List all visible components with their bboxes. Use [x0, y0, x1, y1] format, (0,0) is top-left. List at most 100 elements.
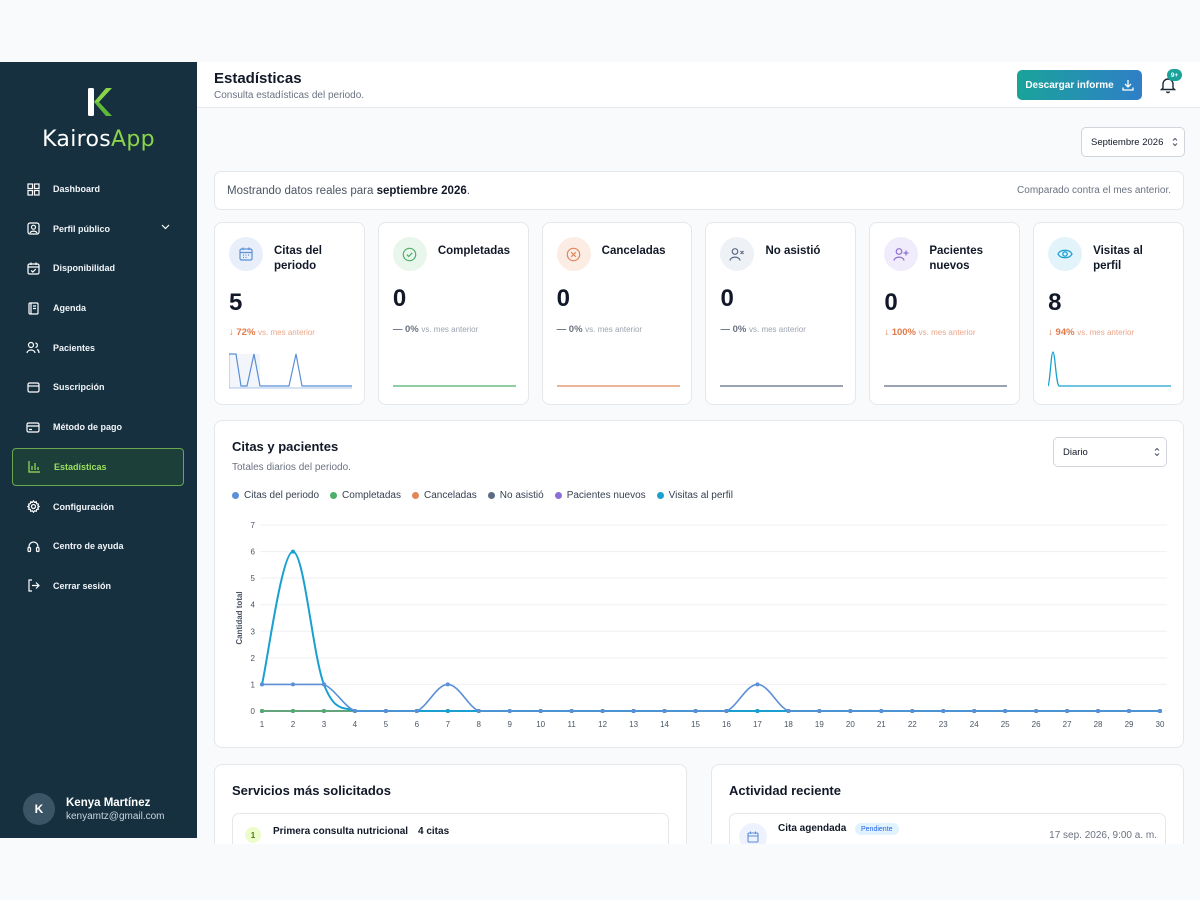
- stat-delta: ↓ 72% vs. mes anterior: [229, 327, 315, 338]
- data-point-citas: [476, 709, 481, 713]
- data-point-visitas: [755, 709, 760, 713]
- sparkline-completadas: [392, 385, 516, 387]
- stat-label: Visitas al perfil: [1093, 245, 1143, 272]
- user-x-icon: [720, 237, 755, 271]
- activity-card: Actividad reciente Cita agendada Pendien…: [711, 764, 1184, 844]
- activity-time: 17 sep. 2026, 9:00 a. m.: [1049, 830, 1157, 841]
- download-report-button[interactable]: Descargar informe: [1017, 70, 1142, 100]
- stat-value: 0: [720, 285, 734, 312]
- sparkline-citas: [229, 353, 352, 389]
- legend-item-no_asistio[interactable]: No asistió: [487, 490, 544, 501]
- legend-item-citas[interactable]: Citas del periodo: [232, 490, 319, 501]
- profile-icon: [26, 222, 40, 236]
- logo[interactable]: KairosApp: [0, 62, 197, 152]
- sidebar-item-cerrar-sesion[interactable]: Cerrar sesión: [12, 567, 184, 605]
- stat-delta: — 0% vs. mes anterior: [556, 324, 643, 335]
- sidebar-item-metodo-de-pago[interactable]: Método de pago: [12, 408, 184, 446]
- x-tick-label: 6: [415, 720, 420, 729]
- calendar-check-icon: [26, 261, 40, 275]
- services-card: Servicios más solicitados 1 Primera cons…: [214, 764, 687, 844]
- sidebar-item-configuracion[interactable]: Configuración: [12, 488, 184, 526]
- sidebar-item-dashboard[interactable]: Dashboard: [12, 170, 184, 208]
- data-point-citas: [1127, 709, 1132, 713]
- data-point-visitas: [445, 709, 450, 713]
- y-tick-label: 6: [251, 548, 256, 557]
- legend-item-canceladas[interactable]: Canceladas: [411, 490, 477, 501]
- y-tick-label: 0: [251, 707, 256, 716]
- sidebar-item-label: Dashboard: [53, 184, 101, 194]
- y-tick-label: 2: [251, 654, 256, 663]
- data-point-citas: [631, 709, 636, 713]
- x-tick-label: 8: [477, 720, 482, 729]
- user-name: Kenya Martínez: [66, 796, 151, 809]
- data-point-citas: [724, 709, 729, 713]
- chevron-down-icon[interactable]: [161, 224, 170, 230]
- top-header: Estadísticas Consulta estadísticas del p…: [197, 62, 1200, 108]
- app-name: KairosApp: [42, 127, 155, 152]
- data-point-citas: [352, 709, 357, 713]
- eye-icon: [1048, 237, 1083, 271]
- stat-value: 0: [884, 289, 898, 316]
- sparkline-pacientes-nuevos: [884, 385, 1008, 387]
- sidebar-item-perfil-publico[interactable]: Perfil público: [12, 210, 184, 248]
- stat-value: 0: [392, 285, 407, 312]
- month-select[interactable]: Septiembre 2026: [1081, 127, 1185, 157]
- period-select[interactable]: Diario: [1053, 437, 1167, 467]
- comparison-note: Comparado contra el mes anterior.: [1017, 185, 1171, 196]
- list-item[interactable]: 1 Primera consulta nutricional 4 citas: [232, 813, 669, 844]
- y-tick-label: 5: [251, 574, 256, 583]
- sidebar-item-agenda[interactable]: Agenda: [12, 289, 184, 327]
- x-tick-label: 3: [322, 720, 327, 729]
- stat-card-citas: Citas del periodo 5 ↓ 72% vs. mes anteri…: [214, 222, 365, 405]
- x-tick-label: 1: [260, 720, 265, 729]
- x-tick-label: 16: [722, 720, 731, 729]
- service-rank: 1: [245, 827, 261, 843]
- services-title: Servicios más solicitados: [232, 783, 391, 798]
- agenda-icon: [26, 301, 40, 315]
- x-circle-icon: [556, 237, 591, 271]
- service-count: 4 citas: [418, 826, 450, 837]
- x-tick-label: 24: [970, 720, 979, 729]
- info-text: Mostrando datos reales para septiembre 2…: [227, 184, 470, 197]
- sidebar-item-pacientes[interactable]: Pacientes: [12, 329, 184, 367]
- legend-dot: [411, 492, 419, 499]
- chart-title: Citas y pacientes: [232, 439, 339, 454]
- service-name: Primera consulta nutricional: [273, 826, 409, 837]
- activity-title: Actividad reciente: [729, 783, 841, 798]
- x-tick-label: 2: [291, 720, 296, 729]
- page-title: Estadísticas: [214, 70, 302, 87]
- headset-icon: [26, 539, 40, 553]
- legend-label: Canceladas: [423, 490, 477, 501]
- sidebar-item-label: Centro de ayuda: [53, 541, 124, 552]
- sidebar-item-disponibilidad[interactable]: Disponibilidad: [12, 249, 184, 287]
- user-profile[interactable]: K Kenya Martínez kenyamtz@gmail.com: [23, 793, 165, 825]
- info-month: septiembre 2026: [376, 184, 467, 197]
- data-point-citas: [786, 709, 791, 713]
- legend-dot: [232, 492, 239, 499]
- legend-item-visitas[interactable]: Visitas al perfil: [656, 490, 733, 501]
- list-item[interactable]: Cita agendada Pendiente 17 sep. 2026, 9:…: [729, 813, 1166, 844]
- legend-item-completadas[interactable]: Completadas: [330, 490, 401, 501]
- sidebar-item-estadisticas[interactable]: Estadísticas: [12, 447, 184, 486]
- y-tick-label: 7: [251, 521, 256, 530]
- x-tick-label: 22: [908, 720, 917, 729]
- calendar-icon: [739, 823, 767, 844]
- data-point-citas: [817, 709, 822, 713]
- data-point-citas: [383, 709, 388, 713]
- legend-dot: [656, 492, 664, 499]
- legend-item-pacientes_nuevos[interactable]: Pacientes nuevos: [554, 490, 646, 501]
- sidebar-item-suscripcion[interactable]: Suscripción: [12, 368, 184, 406]
- legend-label: Citas del periodo: [244, 490, 320, 501]
- stat-card-canceladas: Canceladas 0 — 0% vs. mes anterior: [541, 222, 693, 405]
- month-select-value: Septiembre 2026: [1091, 136, 1164, 148]
- data-point-citas: [290, 682, 295, 687]
- data-point-citas: [662, 709, 667, 713]
- stat-delta: ↓ 94% vs. mes anterior: [1048, 327, 1135, 338]
- x-tick-label: 14: [660, 720, 669, 729]
- sidebar-item-label: Pacientes: [53, 342, 96, 353]
- sidebar-item-label: Suscripción: [53, 382, 105, 393]
- sidebar-item-centro-de-ayuda[interactable]: Centro de ayuda: [12, 527, 184, 565]
- sidebar: KairosApp Dashboard Perfil público Dispo…: [0, 62, 197, 838]
- stat-delta: — 0% vs. mes anterior: [392, 324, 479, 335]
- data-point-citas: [1065, 709, 1070, 713]
